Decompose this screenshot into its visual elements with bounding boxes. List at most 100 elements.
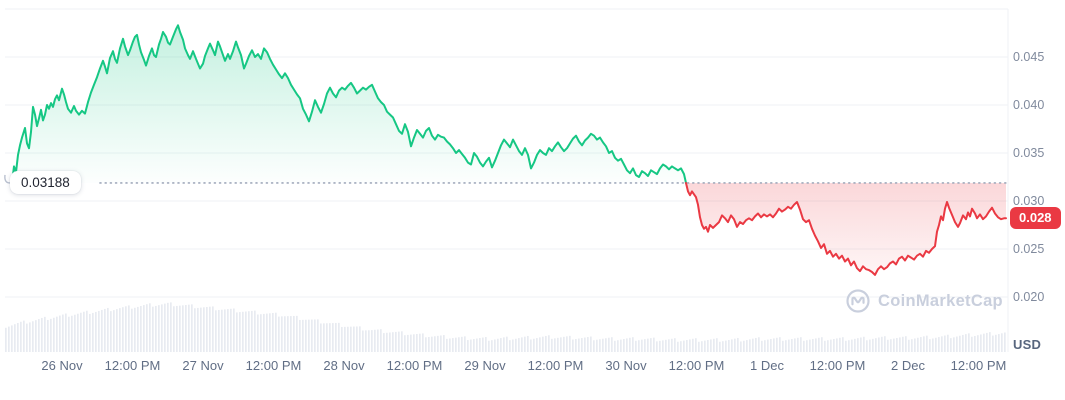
volume-bar [470, 339, 472, 352]
volume-bar [701, 341, 703, 352]
volume-bar [494, 339, 496, 352]
volume-bar [875, 338, 877, 352]
volume-bar [866, 340, 868, 352]
volume-bar [548, 335, 550, 352]
x-axis-label: 12:00 PM [386, 358, 443, 373]
volume-bar [917, 337, 919, 352]
volume-bar [182, 305, 184, 352]
volume-bar [263, 313, 265, 352]
volume-bar [269, 313, 271, 352]
volume-bar [629, 337, 631, 352]
volume-bar [332, 323, 334, 352]
volume-bar [467, 340, 469, 352]
volume-bar [563, 336, 565, 352]
volume-bar [155, 305, 157, 352]
volume-bar [848, 340, 850, 352]
volume-bar [506, 336, 508, 352]
volume-bar [632, 337, 634, 352]
volume-bar [971, 336, 973, 352]
volume-bar [434, 336, 436, 352]
volume-bar [926, 335, 928, 352]
volume-bar [704, 340, 706, 352]
volume-bar [452, 338, 454, 352]
volume-bar [602, 338, 604, 352]
volume-bar [713, 338, 715, 352]
volume-bar [35, 320, 37, 352]
volume-bar [350, 326, 352, 352]
volume-bar [728, 340, 730, 352]
usd-unit-label: USD [1013, 337, 1042, 352]
volume-bar [608, 337, 610, 352]
volume-bar [485, 337, 487, 352]
volume-bar [617, 340, 619, 352]
volume-bar [572, 339, 574, 352]
volume-bar [944, 335, 946, 352]
volume-bar [755, 337, 757, 352]
volume-bar [794, 338, 796, 352]
volume-bar [857, 338, 859, 352]
volume-bar [770, 339, 772, 352]
volume-bar [152, 306, 154, 352]
volume-bar [620, 339, 622, 352]
volume-bar [881, 336, 883, 352]
price-line-down [685, 182, 1007, 276]
volume-bar [185, 304, 187, 352]
volume-bar [542, 336, 544, 352]
volume-bar [668, 339, 670, 352]
volume-bar [251, 310, 253, 352]
volume-bar [524, 336, 526, 352]
volume-bar [923, 336, 925, 352]
volume-bar [131, 308, 133, 352]
volume-bar [83, 311, 85, 352]
volume-bar [143, 305, 145, 352]
volume-bar [908, 339, 910, 352]
volume-bar [638, 340, 640, 352]
volume-bar [806, 340, 808, 352]
volume-bar [560, 337, 562, 352]
volume-bar [977, 335, 979, 352]
volume-bar [836, 338, 838, 352]
volume-bar [98, 310, 100, 352]
volume-bar [353, 326, 355, 352]
volume-bar [311, 319, 313, 352]
volume-bar [698, 341, 700, 352]
volume-bar [824, 340, 826, 352]
volume-bar [104, 308, 106, 352]
volume-bar [656, 341, 658, 352]
volume-bar [689, 339, 691, 352]
volume-bar [293, 315, 295, 352]
y-axis-label: 0.025 [1013, 242, 1045, 256]
price-area-down [686, 182, 1006, 275]
volume-bar [482, 337, 484, 352]
volume-bar [404, 335, 406, 352]
volume-bar [500, 338, 502, 352]
volume-bar [932, 338, 934, 352]
volume-bar [587, 337, 589, 352]
volume-bar [872, 338, 874, 352]
volume-bar [62, 314, 64, 352]
volume-bar [842, 337, 844, 352]
volume-bar [179, 305, 181, 352]
volume-bar [260, 314, 262, 352]
volume-bar [665, 339, 667, 352]
volume-bar [749, 339, 751, 352]
volume-bar [440, 335, 442, 352]
volume-bar [53, 317, 55, 352]
volume-bar [32, 321, 34, 352]
volume-bar [839, 337, 841, 352]
x-axis-label: 30 Nov [605, 358, 647, 373]
volume-bar [791, 339, 793, 352]
volume-bar [284, 316, 286, 352]
volume-bar [317, 319, 319, 352]
volume-bar [827, 340, 829, 352]
volume-bar [950, 338, 952, 352]
volume-bar [896, 338, 898, 352]
volume-bar [686, 340, 688, 352]
volume-bar [551, 338, 553, 352]
volume-bar [443, 335, 445, 352]
volume-bar [389, 332, 391, 352]
volume-bar [596, 339, 598, 352]
volume-bar [413, 334, 415, 352]
